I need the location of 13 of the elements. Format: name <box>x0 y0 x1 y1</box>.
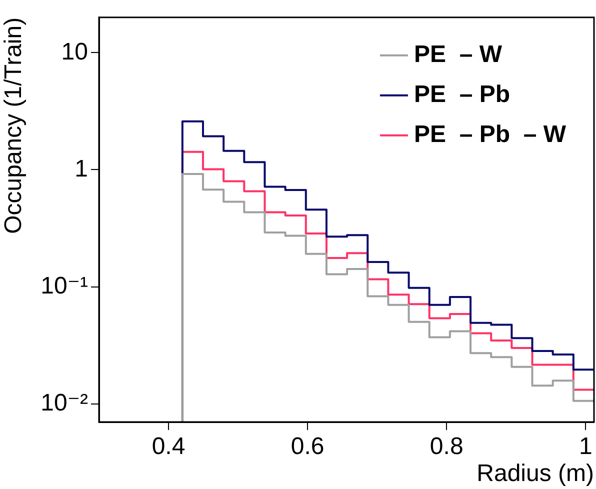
y-tick-label: 1 <box>74 155 88 182</box>
x-tick-label: 0.6 <box>290 433 324 460</box>
x-tick-label: 1 <box>578 433 592 460</box>
legend-label: PE – Pb – W <box>414 121 566 148</box>
legend-label: PE – W <box>414 41 502 68</box>
y-tick-label: 10⁻¹ <box>40 272 88 300</box>
y-tick-label: 10 <box>61 38 88 66</box>
x-tick-label: 0.8 <box>430 433 464 460</box>
x-tick-label: 0.4 <box>152 433 186 460</box>
y-tick-label: 10⁻² <box>40 389 88 416</box>
y-axis-title: Occupancy (1/Train) <box>0 17 28 234</box>
x-axis-title: Radius (m) <box>476 460 594 488</box>
legend-label: PE – Pb <box>414 81 510 108</box>
